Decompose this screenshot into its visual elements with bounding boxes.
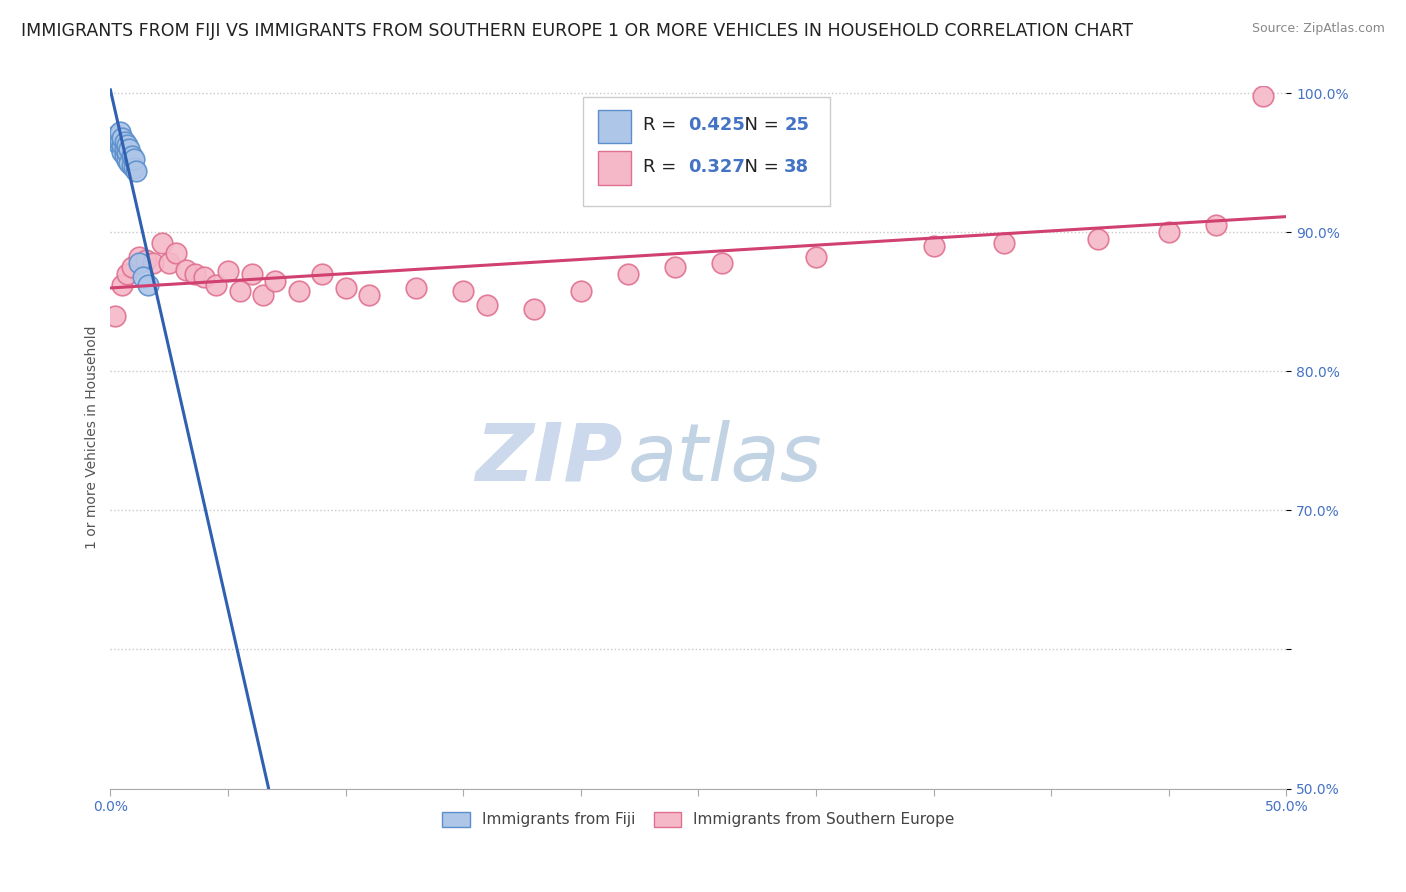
Point [157,256,180,270]
Point [135,253,157,268]
Text: atlas: atlas [628,419,823,498]
Point [125,164,148,178]
Point [108,125,131,139]
Point [136,278,159,293]
Point [111,130,134,145]
Point [1087,232,1109,246]
Bar [599,151,631,185]
Point [205,278,228,293]
Point [115,137,138,152]
Point [114,142,136,156]
Point [122,152,145,166]
Point [475,298,498,312]
Point [311,267,333,281]
Point [1157,225,1180,239]
Point [121,260,143,274]
Point [229,284,252,298]
Point [107,135,129,149]
Point [128,251,150,265]
Legend: Immigrants from Fiji, Immigrants from Southern Europe: Immigrants from Fiji, Immigrants from So… [436,805,960,833]
Point [252,288,274,302]
Point [523,301,546,316]
Point [359,288,381,302]
Text: 0.425: 0.425 [688,116,745,134]
FancyBboxPatch shape [583,97,830,206]
Point [1205,219,1227,233]
Point [111,278,134,293]
Point [165,246,187,260]
Text: 25: 25 [785,116,810,134]
Bar [599,110,631,144]
Text: Source: ZipAtlas.com: Source: ZipAtlas.com [1251,22,1385,36]
Point [115,267,138,281]
Point [108,139,131,153]
Point [118,156,141,170]
Point [115,145,138,159]
Point [993,236,1015,251]
Point [142,256,165,270]
Text: R =: R = [643,158,682,176]
Point [193,269,215,284]
Point [922,239,945,253]
Point [122,161,145,176]
Point [111,145,134,159]
Point [121,149,143,163]
Text: 38: 38 [785,158,810,176]
Point [184,267,207,281]
Point [335,281,357,295]
Point [115,153,138,167]
Point [114,149,136,163]
Point [108,134,131,148]
Point [287,284,309,298]
Point [264,274,287,288]
Point [217,264,239,278]
Text: R =: R = [643,116,682,134]
Point [104,309,127,323]
Point [128,256,150,270]
Text: N =: N = [733,158,785,176]
Point [104,130,127,145]
Point [569,284,592,298]
Point [710,256,733,270]
Point [174,263,197,277]
Point [150,236,173,251]
Point [118,142,141,156]
Point [451,284,474,298]
Point [121,159,143,173]
Point [107,128,129,142]
Point [240,267,263,281]
Text: ZIP: ZIP [475,419,621,498]
Text: IMMIGRANTS FROM FIJI VS IMMIGRANTS FROM SOUTHERN EUROPE 1 OR MORE VEHICLES IN HO: IMMIGRANTS FROM FIJI VS IMMIGRANTS FROM … [21,22,1133,40]
Point [664,260,686,274]
Point [405,281,427,295]
Point [804,251,827,265]
Point [132,269,155,284]
Point [111,137,134,152]
Text: N =: N = [733,116,785,134]
Text: 0.327: 0.327 [688,158,745,176]
Point [1251,89,1274,103]
Point [114,135,136,149]
Y-axis label: 1 or more Vehicles in Household: 1 or more Vehicles in Household [86,326,100,549]
Point [617,267,640,281]
